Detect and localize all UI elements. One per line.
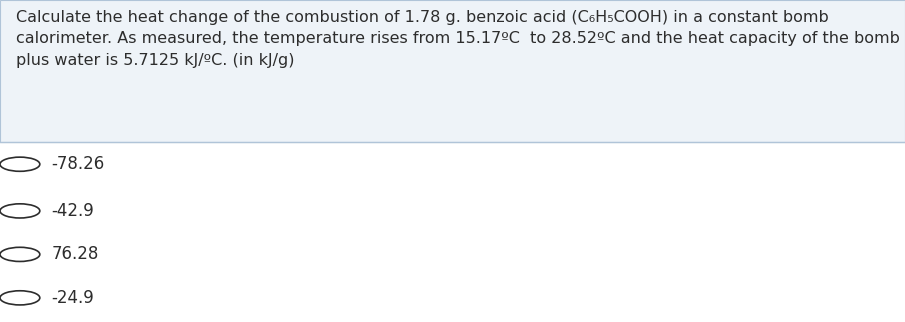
Text: Calculate the heat change of the combustion of 1.78 g. benzoic acid (C₆H₅COOH) i: Calculate the heat change of the combust… xyxy=(16,10,900,68)
Text: -24.9: -24.9 xyxy=(52,289,94,307)
Text: -78.26: -78.26 xyxy=(52,155,105,173)
FancyBboxPatch shape xyxy=(0,0,905,142)
Text: -42.9: -42.9 xyxy=(52,202,94,220)
Text: 76.28: 76.28 xyxy=(52,245,99,263)
